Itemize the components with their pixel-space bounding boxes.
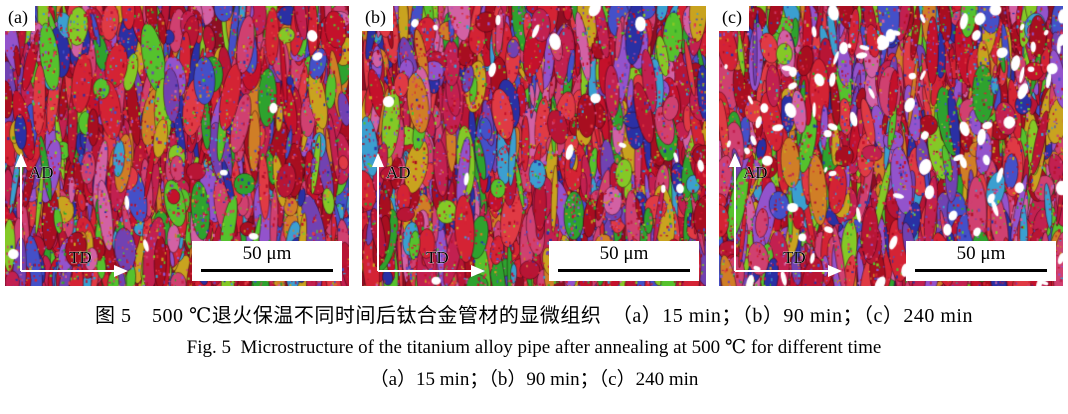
scale-line: [201, 269, 333, 272]
figure-caption: 图 5 500 ℃退火保温不同时间后钛合金管材的显微组织 （a）15 min；（…: [0, 300, 1068, 396]
scale-line: [558, 269, 690, 272]
ebsd-micrograph-c: [719, 6, 1063, 286]
td-axis-arrowhead-icon: [828, 265, 842, 277]
panel-label-c: (c): [719, 6, 749, 31]
scale-label: 50 μm: [599, 243, 649, 264]
caption-english: Fig. 5 Microstructure of the titanium al…: [186, 337, 882, 358]
panel-label-a: (a): [5, 6, 35, 31]
scale-line: [915, 269, 1047, 272]
caption-subitems: （a）15 min；（b）90 min；（c）240 min: [369, 369, 699, 390]
panel-label-b: (b): [362, 6, 393, 31]
direction-axes: AD TD: [729, 153, 842, 277]
direction-axes: AD TD: [372, 153, 485, 277]
micrograph-row: (a) AD TD 50 μm (b) AD: [5, 6, 1063, 286]
ad-axis-arrowhead-icon: [729, 153, 741, 167]
micrograph-panel-a: (a) AD TD 50 μm: [5, 6, 349, 286]
scale-bar-a: 50 μm: [192, 241, 342, 281]
micrograph-panel-c: (c) AD TD 50 μm: [719, 6, 1063, 286]
scale-label: 50 μm: [956, 243, 1006, 264]
td-axis-arrowhead-icon: [471, 265, 485, 277]
ebsd-micrograph-b: [362, 6, 706, 286]
axis-label-td: TD: [783, 248, 806, 267]
caption-chinese: 图 5 500 ℃退火保温不同时间后钛合金管材的显微组织 （a）15 min；（…: [95, 305, 973, 327]
axis-label-td: TD: [69, 248, 92, 267]
scale-label: 50 μm: [242, 243, 292, 264]
ad-axis-arrowhead-icon: [15, 153, 27, 167]
axis-label-ad: AD: [386, 163, 411, 182]
scale-bar-c: 50 μm: [906, 241, 1056, 281]
td-axis-arrowhead-icon: [114, 265, 128, 277]
ebsd-micrograph-a: [5, 6, 349, 286]
ad-axis-arrowhead-icon: [372, 153, 384, 167]
scale-bar-b: 50 μm: [549, 241, 699, 281]
direction-axes: AD TD: [15, 153, 128, 277]
micrograph-panel-b: (b) AD TD 50 μm: [362, 6, 706, 286]
axis-label-td: TD: [426, 248, 449, 267]
axis-label-ad: AD: [29, 163, 54, 182]
axis-label-ad: AD: [743, 163, 768, 182]
